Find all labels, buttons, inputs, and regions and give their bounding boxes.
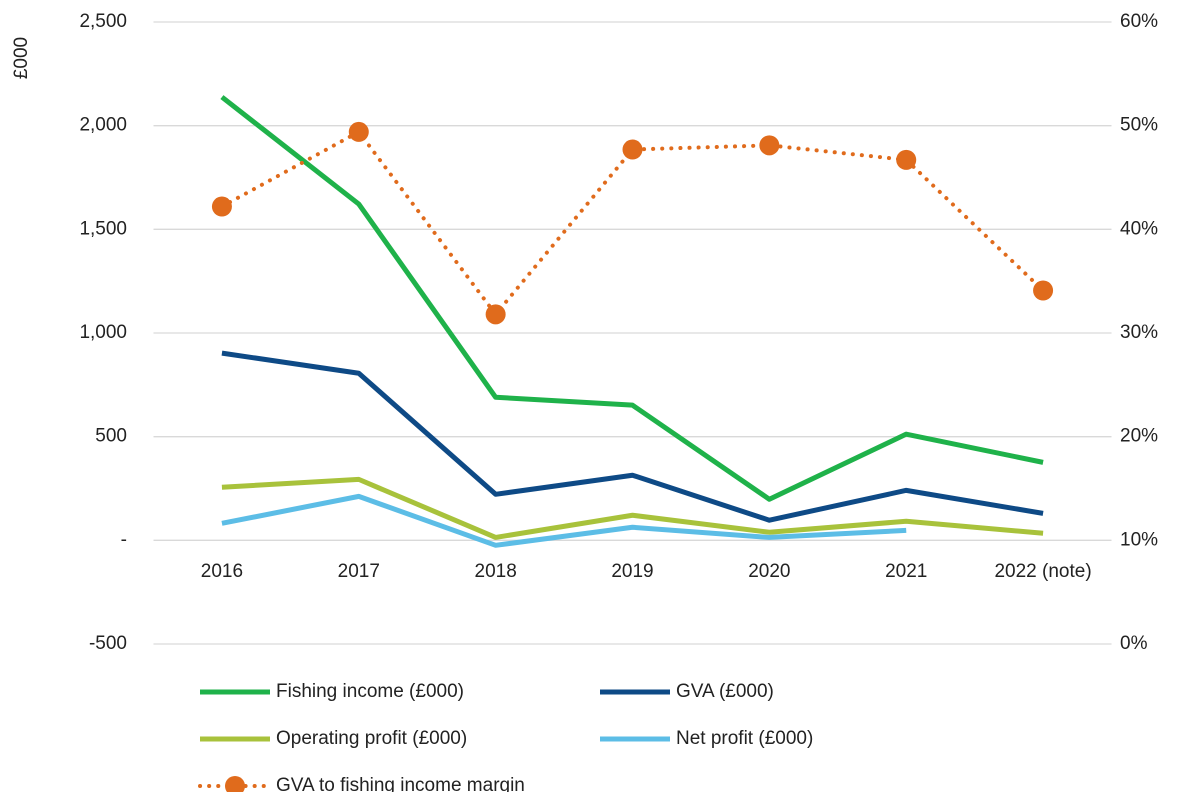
y-tick-label: 1,000 [79, 322, 127, 343]
y-tick-label: 500 [95, 426, 127, 447]
marker [759, 135, 780, 156]
y2-tick-label: 30% [1120, 322, 1158, 343]
y2-tick-label: 10% [1120, 529, 1158, 550]
y2-tick-label: 0% [1120, 633, 1148, 654]
y-tick-label: -500 [89, 633, 127, 654]
x-tick-label: 2021 [885, 561, 927, 582]
series-line [220, 95, 1044, 502]
marker [485, 304, 506, 325]
marker [1033, 280, 1054, 301]
y2-tick-label: 60% [1120, 11, 1158, 32]
legend-label: Net profit (£000) [676, 728, 813, 749]
y-axis-label: £000 [11, 37, 32, 79]
y-tick-label: 2,500 [79, 11, 127, 32]
x-tick-label: 2017 [338, 561, 380, 582]
x-tick-label: 2022 (note) [994, 561, 1091, 582]
series-line [221, 476, 1044, 540]
legend-label: Fishing income (£000) [276, 681, 464, 702]
marker [622, 139, 643, 160]
x-tick-label: 2019 [611, 561, 653, 582]
marker [896, 149, 917, 170]
x-tick-label: 2018 [475, 561, 517, 582]
x-tick-label: 2016 [201, 561, 243, 582]
series-line [221, 350, 1044, 523]
y2-tick-label: 40% [1120, 218, 1158, 239]
legend-label: GVA (£000) [676, 681, 774, 702]
y-tick-label: 1,500 [79, 218, 127, 239]
y2-tick-label: 20% [1120, 426, 1158, 447]
legend-label: GVA to fishing income margin [276, 775, 525, 792]
y-tick-label: - [121, 529, 127, 550]
marker [211, 196, 232, 217]
y-tick-label: 2,000 [79, 115, 127, 136]
marker [348, 121, 369, 142]
x-tick-label: 2020 [748, 561, 790, 582]
y2-tick-label: 50% [1120, 115, 1158, 136]
legend-label: Operating profit (£000) [276, 728, 467, 749]
legend-marker [225, 776, 245, 792]
series-line [221, 493, 907, 548]
